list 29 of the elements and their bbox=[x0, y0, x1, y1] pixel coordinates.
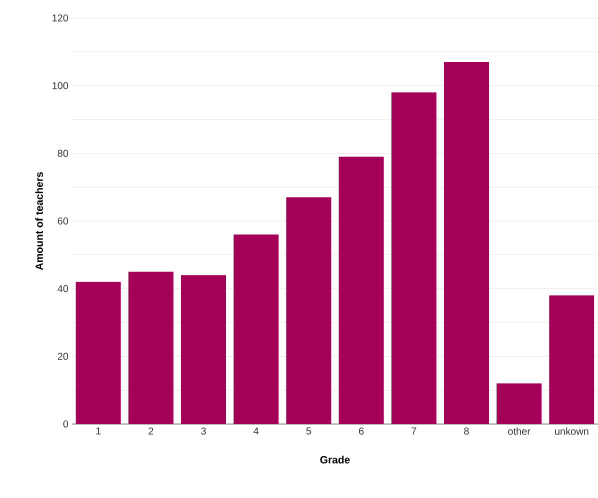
x-tick-label: other bbox=[508, 428, 530, 435]
y-tick-label: 80 bbox=[58, 150, 68, 157]
bar bbox=[181, 275, 226, 424]
bar bbox=[391, 92, 436, 424]
y-tick-label: 40 bbox=[58, 285, 68, 292]
bar bbox=[234, 234, 279, 424]
bar bbox=[444, 62, 489, 424]
x-tick-label: 3 bbox=[201, 428, 206, 435]
x-tick-label: 6 bbox=[359, 428, 364, 435]
x-tick-label: 7 bbox=[412, 428, 416, 434]
bar bbox=[338, 156, 384, 424]
x-tick-label: 5 bbox=[306, 428, 312, 434]
y-tick-label: 0 bbox=[63, 420, 68, 428]
x-tick-label: unkown bbox=[555, 428, 588, 435]
y-axis-title: Amount of teachers bbox=[35, 172, 43, 270]
y-tick-label: 60 bbox=[58, 217, 68, 225]
y-tick-label: 100 bbox=[52, 82, 68, 90]
x-axis-title: Grade bbox=[320, 456, 350, 464]
bar bbox=[76, 282, 121, 424]
bar bbox=[286, 197, 332, 424]
x-tick-label: 2 bbox=[148, 428, 154, 434]
x-tick-label: 1 bbox=[96, 428, 101, 434]
bar bbox=[496, 383, 542, 424]
bar bbox=[549, 295, 594, 424]
y-tick-label: 120 bbox=[52, 14, 68, 22]
x-tick-label: 4 bbox=[254, 428, 259, 434]
bar bbox=[128, 272, 174, 424]
x-tick-label: 8 bbox=[464, 428, 469, 435]
y-tick-label: 20 bbox=[58, 352, 68, 360]
